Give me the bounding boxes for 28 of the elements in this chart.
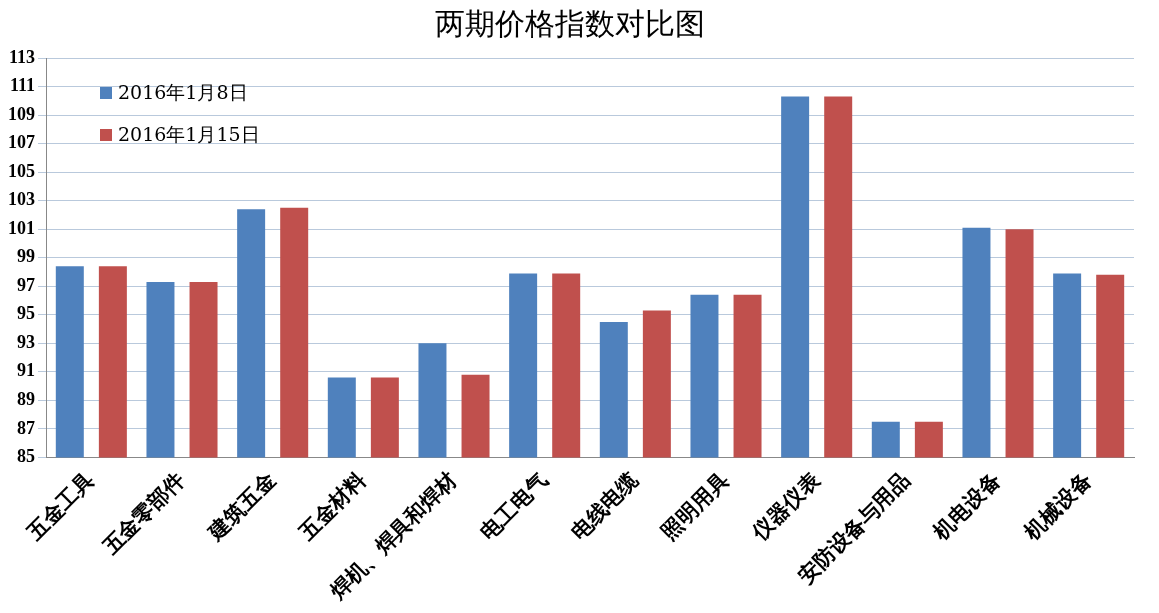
x-tick-label: 照明用具 xyxy=(656,467,734,545)
y-tick-label: 97 xyxy=(17,274,35,295)
x-tick-label: 电工电气 xyxy=(474,467,553,545)
x-tick-label: 五金材料 xyxy=(292,467,371,545)
x-tick-label: 五金零部件 xyxy=(96,467,190,560)
y-tick-label: 105 xyxy=(8,160,35,181)
x-tick-label: 五金工具 xyxy=(20,467,99,545)
y-tick-label: 101 xyxy=(8,217,35,238)
x-tick-label: 机械设备 xyxy=(1018,467,1097,545)
x-tick-label: 机电设备 xyxy=(927,467,1006,545)
chart-title: 两期价格指数对比图 xyxy=(434,5,705,41)
y-tick-label: 87 xyxy=(17,417,35,438)
x-tick-label: 电线电缆 xyxy=(565,467,643,545)
y-tick-label: 91 xyxy=(17,360,35,381)
y-tick-label: 99 xyxy=(17,246,35,267)
x-tick-label: 建筑五金 xyxy=(201,467,281,546)
y-tick-label: 103 xyxy=(8,189,35,210)
y-tick-label: 107 xyxy=(8,132,35,153)
y-tick-label: 89 xyxy=(17,388,35,409)
y-tick-label: 85 xyxy=(17,446,35,467)
x-tick-label: 仪器仪表 xyxy=(746,467,825,545)
y-tick-label: 111 xyxy=(9,75,35,96)
legend-label: 2016年1月8日 xyxy=(118,80,248,105)
y-tick-label: 113 xyxy=(8,46,35,67)
legend-label: 2016年1月15日 xyxy=(118,122,260,147)
y-tick-label: 95 xyxy=(17,303,35,324)
y-tick-label: 93 xyxy=(17,331,35,352)
y-tick-label: 109 xyxy=(8,103,35,124)
